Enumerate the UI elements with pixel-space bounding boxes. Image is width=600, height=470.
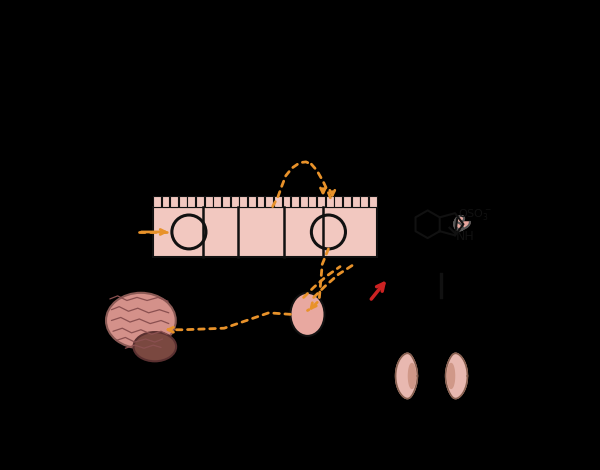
Bar [257, 196, 265, 206]
Polygon shape [409, 363, 415, 388]
Polygon shape [454, 216, 470, 231]
Text: OSO$_3^-$: OSO$_3^-$ [458, 207, 491, 222]
Bar [222, 196, 230, 206]
Bar [291, 196, 299, 206]
Bar [205, 196, 212, 206]
Ellipse shape [134, 332, 176, 361]
Bar [153, 196, 161, 206]
Polygon shape [448, 363, 455, 388]
Bar [196, 196, 204, 206]
Bar [326, 196, 334, 206]
Bar [343, 196, 351, 206]
Bar [187, 196, 196, 206]
Bar [179, 196, 187, 206]
Bar [283, 196, 290, 206]
Bar [317, 196, 325, 206]
Bar [274, 196, 282, 206]
Bar [334, 196, 342, 206]
Bar [265, 196, 273, 206]
Bar [239, 196, 247, 206]
Bar [369, 196, 377, 206]
Polygon shape [395, 353, 418, 399]
Bar [300, 196, 308, 206]
Text: NH: NH [456, 230, 475, 243]
Bar [170, 196, 178, 206]
Polygon shape [446, 353, 467, 399]
Bar [308, 196, 316, 206]
Ellipse shape [106, 293, 176, 348]
Ellipse shape [290, 293, 325, 336]
Bar [248, 196, 256, 206]
Bar [161, 196, 169, 206]
Bar [361, 196, 368, 206]
Bar [214, 196, 221, 206]
Bar [152, 206, 377, 257]
Bar [352, 196, 359, 206]
Bar [230, 196, 239, 206]
